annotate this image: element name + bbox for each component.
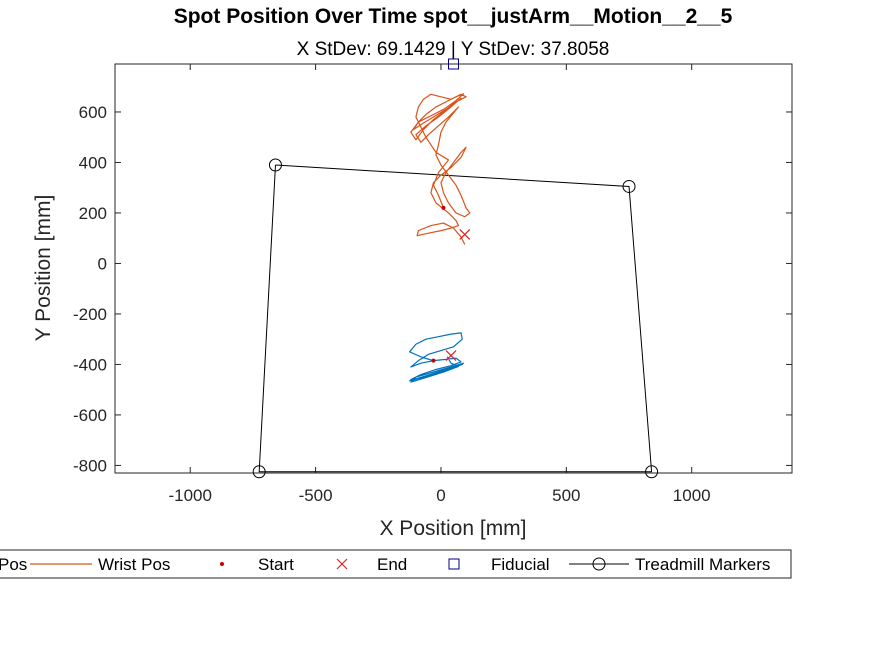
plot-area [114,63,793,474]
legend-label-treadmill: Treadmill Markers [635,555,770,574]
x-axis: -1000 -500 0 500 1000 [168,64,711,505]
x-tick-label: 500 [552,486,580,505]
legend-label-fiducial: Fiducial [491,555,550,574]
plot-layer [252,58,659,479]
legend-label-pos: Pos [0,555,27,574]
chart-subtitle: X StDev: 69.1429 | Y StDev: 37.8058 [297,39,610,60]
series-pos-line [409,332,465,383]
treadmill-marker [252,465,266,479]
x-tick-label: 1000 [673,486,711,505]
y-axis-label: Y Position [mm] [32,195,55,342]
y-tick-label: -200 [73,305,107,324]
y-tick-label: -600 [73,406,107,425]
legend-label-wrist: Wrist Pos [98,555,170,574]
treadmill-marker [268,158,282,172]
start-marker [441,205,446,210]
legend-box [0,549,792,579]
series-wrist-line [410,93,471,245]
treadmill-marker [622,179,636,193]
treadmill-outline [258,164,653,473]
y-tick-label: 400 [79,153,107,172]
end-marker [445,350,457,362]
end-marker [459,228,471,240]
chart-title: Spot Position Over Time spot__justArm__M… [174,5,733,28]
x-tick-label: -1000 [168,486,211,505]
y-tick-label: 600 [79,103,107,122]
y-tick-label: 0 [98,254,107,273]
y-tick-label: 200 [79,204,107,223]
legend-swatch-treadmill-marker [592,557,606,571]
x-axis-label: X Position [mm] [379,517,526,540]
legend-label-start: Start [258,555,294,574]
y-tick-label: -800 [73,456,107,475]
y-tick-label: -400 [73,355,107,374]
legend-swatch-fiducial [448,558,460,570]
start-marker [431,358,436,363]
legend: Pos Wrist Pos Start End Fiducial Treadmi… [0,549,792,579]
x-tick-label: 0 [436,486,445,505]
legend-swatch-end [336,558,348,570]
treadmill-marker [645,465,659,479]
x-tick-label: -500 [299,486,333,505]
fiducial-marker [448,58,459,70]
legend-label-end: End [377,555,407,574]
legend-swatch-start [220,562,224,566]
y-axis: -800 -600 -400 -200 0 200 400 600 [73,103,792,475]
